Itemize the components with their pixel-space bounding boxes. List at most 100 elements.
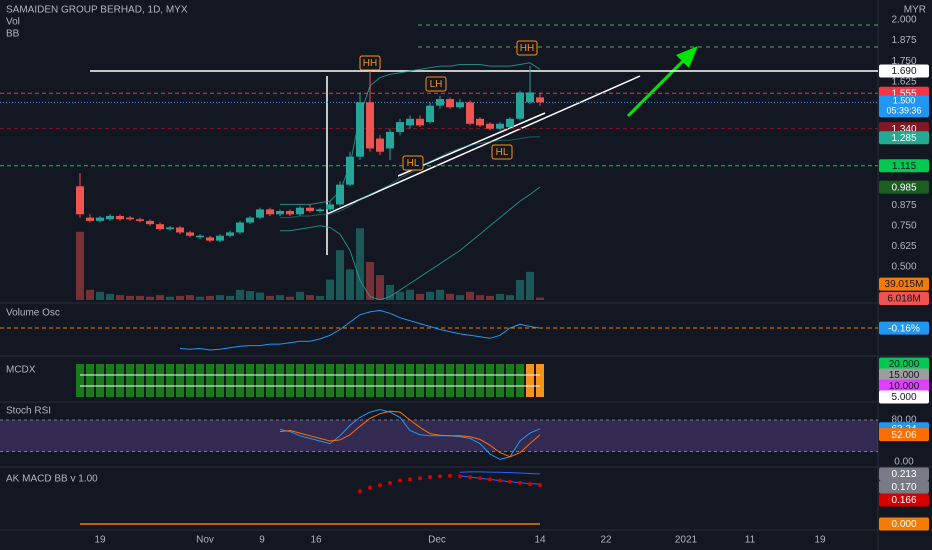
- macd-dot: [528, 482, 532, 487]
- x-tick-label: 16: [310, 535, 322, 546]
- macd-dot: [408, 477, 412, 482]
- axis-label: 1.285: [891, 133, 916, 144]
- y-tick-label: 1.875: [891, 35, 916, 46]
- mcdx-bar: [216, 364, 224, 397]
- volume-bar: [256, 292, 264, 300]
- candle-body: [496, 123, 504, 129]
- volume-bar: [476, 295, 484, 300]
- annotation-box: [425, 76, 447, 92]
- candle-body: [96, 217, 104, 221]
- axis-label-bg: [879, 480, 929, 494]
- macd-dot: [508, 479, 512, 484]
- last-price: 1.500: [893, 96, 916, 106]
- mcdx-bar: [346, 364, 354, 397]
- axis-label-bg: [879, 368, 929, 382]
- mcdx-bar: [306, 364, 314, 397]
- x-tick-label: Nov: [196, 535, 214, 546]
- volume-bar: [526, 271, 534, 300]
- x-tick-label: 19: [814, 535, 826, 546]
- candle-body: [126, 217, 134, 220]
- axis-label-bg: [879, 180, 929, 194]
- axis-label-bg: [879, 277, 929, 291]
- candle-body: [476, 118, 484, 126]
- axis-label: 6.018M: [887, 294, 920, 305]
- volume-bar: [516, 280, 524, 300]
- last-price-bg: [879, 95, 929, 118]
- axis-label: 1.690: [891, 66, 916, 77]
- axis-label-bg: [879, 64, 929, 78]
- volume-bar: [506, 295, 514, 300]
- macd-dot: [398, 478, 402, 483]
- candle-body: [426, 105, 434, 123]
- bb-lower: [280, 186, 541, 301]
- candle-body: [236, 222, 244, 233]
- volume-bar: [296, 291, 304, 300]
- volume-bar: [246, 291, 254, 300]
- y-tick-label: 1.750: [891, 56, 916, 67]
- currency: MYR: [904, 5, 926, 16]
- macd-dot: [518, 480, 522, 485]
- mcdx-bar: [76, 364, 84, 397]
- mcdx-bar: [266, 364, 274, 397]
- axis-label-bg: [879, 467, 929, 481]
- mcdx-bar: [326, 364, 334, 397]
- countdown: 05:39:36: [886, 106, 921, 116]
- y-tick-label: 80.00: [891, 415, 916, 426]
- mcdx-bar: [516, 364, 524, 397]
- volume-bar: [146, 296, 154, 300]
- axis-label-bg: [879, 357, 929, 371]
- volume-bar: [206, 295, 214, 300]
- panel-title: Volume Osc: [6, 308, 60, 319]
- x-tick-label: 22: [600, 535, 612, 546]
- mcdx-bar: [466, 364, 474, 397]
- annotation: HH: [520, 43, 534, 54]
- mcdx-bar: [106, 364, 114, 397]
- volume-bar: [466, 291, 474, 300]
- axis-label: 1.340: [891, 124, 916, 135]
- candle-body: [86, 217, 94, 221]
- axis-label-bg: [879, 321, 929, 335]
- volume-bar: [136, 295, 144, 300]
- macd-dot: [478, 476, 482, 481]
- mcdx-bar: [146, 364, 154, 397]
- macd-dot: [358, 489, 362, 494]
- candle-body: [466, 102, 474, 124]
- annotation: HH: [363, 58, 377, 69]
- volume-bar: [336, 250, 344, 300]
- mcdx-bar: [536, 364, 544, 397]
- axis-label-bg: [879, 131, 929, 145]
- axis-label-bg: [879, 159, 929, 173]
- mcdx-bar: [426, 364, 434, 397]
- axis-label: 0.985: [891, 182, 916, 193]
- volume-bar: [486, 295, 494, 300]
- macd-dot: [438, 474, 442, 479]
- axis-label-bg: [879, 517, 929, 531]
- candle-body: [316, 209, 324, 212]
- macd-dot: [458, 474, 462, 479]
- candle-body: [146, 220, 154, 225]
- volume-bar: [386, 284, 394, 300]
- candle-body: [76, 186, 84, 215]
- macd-dot: [418, 476, 422, 481]
- mcdx-bar: [236, 364, 244, 397]
- x-tick-label: 2021: [675, 535, 698, 546]
- candle-body: [256, 209, 264, 218]
- panel-title: MCDX: [6, 365, 36, 376]
- axis-label: 15.000: [889, 370, 920, 381]
- axis-label: 1.555: [891, 88, 916, 99]
- candle-body: [446, 99, 454, 108]
- axis-label: -0.16%: [888, 323, 920, 334]
- annotation-box: [359, 55, 381, 71]
- candle-body: [526, 92, 534, 103]
- volume-bar: [196, 296, 204, 300]
- volume-bar: [176, 295, 184, 300]
- volume-bar: [96, 291, 104, 300]
- annotation: HL: [496, 147, 509, 158]
- volume-bar: [346, 269, 354, 300]
- axis-label-bg: [879, 292, 929, 306]
- volume-bar: [366, 262, 374, 300]
- axis-label: 0.170: [891, 482, 916, 493]
- candle-body: [176, 227, 184, 233]
- mcdx-bar: [406, 364, 414, 397]
